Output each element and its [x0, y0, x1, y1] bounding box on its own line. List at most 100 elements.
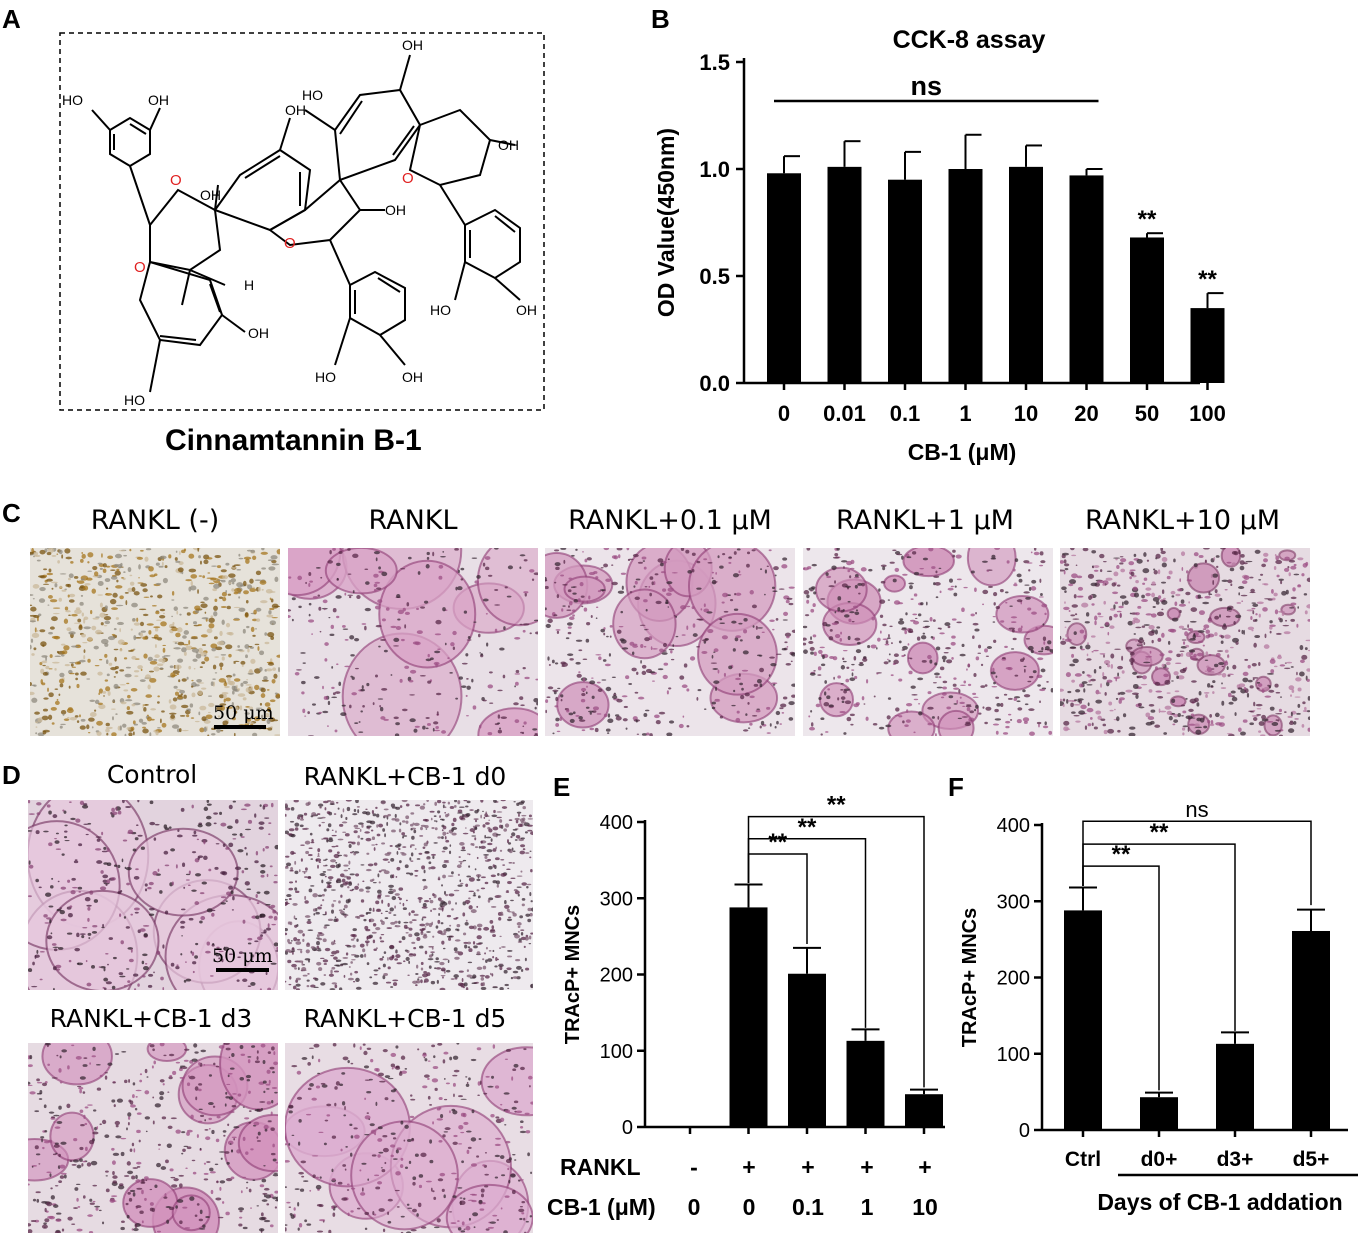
chart-f-bar-3: [1292, 930, 1330, 1130]
chart-e-comparison-label-1: **: [798, 814, 817, 841]
chart-b-sig-7: **: [1198, 266, 1217, 293]
chart-e-bar-2: [788, 973, 826, 1127]
chart-f-ytick-label-1: 100: [997, 1044, 1030, 1066]
chart-b-ytick-label-2: 1.0: [699, 157, 730, 182]
micrograph-c-rankl: [288, 548, 538, 736]
micrograph-d-d3: [28, 1043, 278, 1233]
micro-label-c-1: RANKL (-): [90, 505, 220, 536]
chart-f-comparison-label-2: ns: [1185, 797, 1208, 822]
panel-letter-c: C: [2, 498, 21, 528]
label-ho-3: HO: [124, 392, 145, 408]
micro-label-c-5: RANKL+10 μM: [1084, 505, 1281, 536]
chart-e-bar-3: [846, 1040, 885, 1127]
chart-e-comparison-label-0: **: [768, 829, 787, 856]
label-oh-9: OH: [516, 302, 537, 318]
chart-f-bar-1: [1140, 1097, 1178, 1130]
panel-letter-f: F: [948, 772, 964, 802]
label-o-3: O: [284, 235, 296, 252]
chart-b-bar-1: [827, 166, 862, 383]
structure-dashed-frame: [59, 32, 545, 411]
compound-name: Cinnamtannin B-1: [165, 424, 422, 457]
micrograph-d-d5: [285, 1043, 533, 1233]
chart-e-comparison-label-2: **: [827, 792, 846, 819]
label-oh-2: OH: [200, 187, 221, 203]
micro-label-c-3: RANKL+0.1 μM: [568, 505, 772, 536]
chart-e-bar-1: [729, 907, 768, 1127]
label-ho-4: HO: [315, 369, 336, 385]
label-oh-8: OH: [402, 369, 423, 385]
rankl-value-1: +: [742, 1154, 756, 1180]
micro-label-d-1: Control: [106, 760, 198, 789]
chart-b-ytick-label-3: 1.5: [699, 50, 730, 75]
micro-label-d-3: RANKL+CB-1 d3: [49, 1004, 253, 1033]
label-oh-5: OH: [498, 137, 519, 153]
label-ho-5: HO: [430, 302, 451, 318]
chart-f-xtick-label-2: d3+: [1217, 1148, 1254, 1171]
scale-bar-label-d: 50 μm: [212, 945, 273, 967]
cb1-value-4: 10: [912, 1194, 938, 1220]
micrograph-c-rankl-neg: [30, 548, 280, 736]
chart-e-ytick-label-3: 300: [600, 888, 633, 910]
chart-b-ns-label: ns: [910, 71, 942, 101]
chart-b-ylabel: OD Value(450nm): [653, 128, 679, 317]
scale-bar-c: [214, 725, 266, 729]
rankl-value-3: +: [860, 1154, 874, 1180]
chart-e-ytick-label-2: 200: [600, 965, 633, 987]
chart-f-ytick-label-4: 400: [997, 815, 1030, 837]
cb1-row-label: CB-1 (μM): [547, 1194, 656, 1220]
chart-b-ytick-label-1: 0.5: [699, 264, 730, 289]
label-oh-7: OH: [248, 325, 269, 341]
chart-e-ytick-label-0: 0: [622, 1117, 633, 1139]
cb1-value-2: 0.1: [792, 1194, 824, 1220]
panel-letter-b: B: [651, 4, 670, 34]
label-ho-2: HO: [302, 87, 323, 103]
structure-bonds: [91, 54, 521, 393]
chart-f-xlabel: Days of CB-1 addation: [1097, 1189, 1342, 1215]
panel-letter-e: E: [553, 772, 571, 802]
label-o-1: O: [170, 172, 182, 189]
chart-e-bracket-2: [747, 815, 925, 1088]
chart-b-xtick-label-0: 0: [778, 401, 790, 426]
label-oh-4: OH: [402, 37, 423, 53]
rankl-value-4: +: [918, 1154, 932, 1180]
chart-f-xtick-label-1: d0+: [1141, 1148, 1178, 1171]
chart-b-bar-4: [1009, 166, 1043, 383]
chart-b-title: CCK-8 assay: [893, 26, 1046, 54]
chart-f-comparison-label-0: **: [1112, 841, 1131, 868]
chart-f-bar-2: [1216, 1043, 1254, 1130]
micrograph-c-rankl-1: [803, 548, 1053, 736]
micrograph-d-control: [28, 800, 278, 990]
chart-e-ylabel: TRAcP+ MNCs: [562, 905, 584, 1044]
chart-b-sig-6: **: [1138, 206, 1157, 233]
chart-b-xtick-label-2: 0.1: [890, 401, 921, 426]
chart-b-bar-3: [948, 169, 983, 383]
label-oh-1: OH: [148, 92, 169, 108]
chart-f-bracket-2: [1082, 820, 1312, 906]
cb1-value-1: 0: [742, 1194, 756, 1220]
chart-f-bar-0: [1064, 910, 1102, 1130]
panel-letter-d: D: [2, 760, 21, 790]
chart-b-xtick-label-3: 1: [959, 401, 971, 426]
chart-f-comparison-label-1: **: [1150, 819, 1169, 846]
chart-b-xlabel: CB-1 (μM): [908, 439, 1017, 465]
chart-f: 0 100 200 300 400 Ctrl d0+ d3+ d5+ ** ** ns TRAcP+ M…: [959, 797, 1358, 1215]
micrograph-d-d0: [285, 800, 533, 990]
label-o-2: O: [134, 259, 146, 276]
label-oh-3: OH: [285, 102, 306, 118]
panel-letter-a: A: [2, 4, 21, 34]
chart-b-ytick-label-0: 0.0: [699, 371, 730, 396]
scale-bar-label-c: 50 μm: [213, 702, 274, 724]
chart-b-xtick-label-6: 50: [1135, 401, 1159, 426]
chart-b: CCK-8 assay 0.0 0.5 1.0 1.5 0 0.01 0.1 1 10 20 50 **…: [653, 26, 1226, 465]
chart-f-ytick-label-2: 200: [997, 968, 1030, 990]
rankl-row-label: RANKL: [560, 1154, 641, 1180]
micrograph-c-rankl-10: [1060, 548, 1310, 736]
rankl-value-0: -: [690, 1154, 698, 1180]
micro-label-d-4: RANKL+CB-1 d5: [303, 1004, 507, 1033]
chart-f-xtick-label-3: d5+: [1293, 1148, 1330, 1171]
chemical-structure: HO OH OH OH HO OH OH OH OH HO HO OH HO O…: [59, 32, 545, 411]
label-oh-6: OH: [385, 202, 406, 218]
chart-e: 0 100 200 300 400 ** ** ** TRAcP+ MNCs: [562, 792, 945, 1139]
micro-label-c-2: RANKL: [368, 505, 458, 536]
label-o-4: O: [402, 170, 414, 187]
